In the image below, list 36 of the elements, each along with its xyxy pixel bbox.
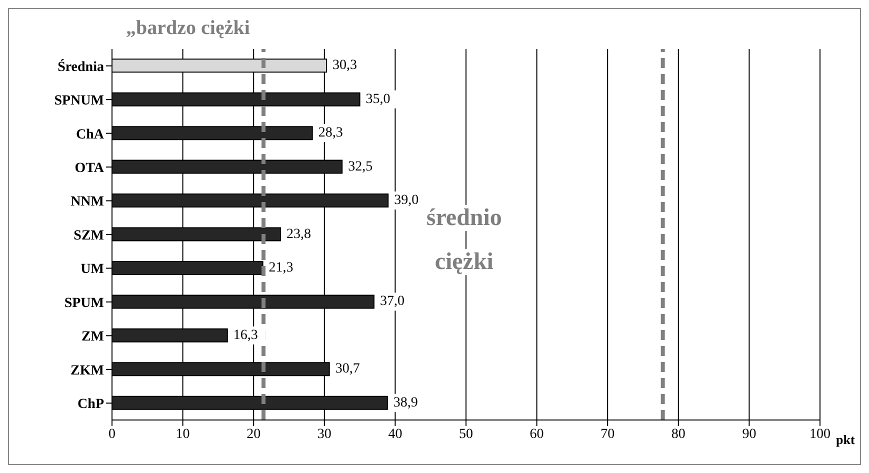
x-tick-label: 20	[246, 426, 261, 442]
annotation: średnio ciężki	[425, 204, 503, 274]
x-axis-title: pkt	[836, 432, 855, 448]
x-tick-label: 80	[671, 426, 686, 442]
y-tick-label: ChP	[78, 397, 104, 412]
y-tick-label: SZM	[74, 228, 104, 244]
y-tick-label: NNM	[70, 194, 104, 210]
y-tick-label: Średnia	[58, 58, 104, 75]
y-tick-label: UM	[80, 262, 104, 278]
x-tick-label: 40	[388, 426, 402, 442]
y-tick-label: ZM	[81, 330, 104, 345]
x-tick-label: 90	[742, 426, 756, 442]
y-tick-label: ZKM	[70, 363, 104, 378]
x-tick-label: 60	[530, 426, 544, 442]
data-label: 16,3	[233, 328, 258, 343]
data-label: 28,3	[318, 126, 343, 141]
data-label: 21,3	[268, 260, 294, 276]
data-label: 39,0	[394, 193, 419, 208]
y-tick-label: OTA	[74, 161, 105, 176]
y-tick-label: SPUM	[64, 296, 104, 311]
x-tick-label: 10	[176, 426, 190, 442]
data-label: 23,8	[286, 226, 312, 242]
data-label: 38,9	[393, 395, 418, 410]
y-tick-label: ChA	[76, 127, 105, 142]
x-tick-label: 30	[317, 426, 332, 442]
zone-label: „bardzo ciężki	[125, 17, 251, 40]
x-tick-label: 50	[459, 426, 473, 442]
data-label: 30,3	[332, 58, 358, 74]
x-tick-label: 70	[600, 426, 615, 442]
data-label: 32,5	[348, 159, 373, 174]
y-tick-label: SPNUM	[54, 94, 104, 109]
data-label: 30,7	[335, 362, 360, 377]
data-label: 37,0	[380, 294, 404, 310]
data-label: 35,0	[366, 92, 390, 107]
x-tick-label: 0	[108, 426, 116, 442]
x-tick-label: 100	[810, 426, 830, 442]
